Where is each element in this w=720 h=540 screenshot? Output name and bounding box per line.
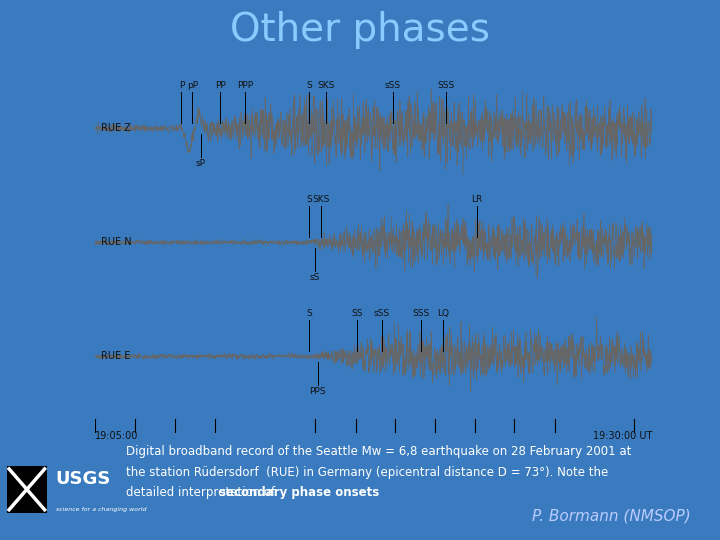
Text: Other phases: Other phases (230, 11, 490, 49)
Text: sSS: sSS (374, 309, 390, 319)
Text: S: S (307, 82, 312, 90)
Text: RUE Z: RUE Z (101, 124, 130, 133)
Text: Digital broadband record of the Seattle Mw = 6,8 earthquake on 28 February 2001 : Digital broadband record of the Seattle … (126, 446, 631, 458)
Text: SSS: SSS (437, 82, 454, 90)
Text: P: P (179, 82, 184, 90)
Text: secondary phase onsets: secondary phase onsets (220, 487, 379, 500)
Text: S: S (307, 309, 312, 319)
Text: science for a changing world: science for a changing world (56, 507, 146, 512)
Text: USGS: USGS (56, 470, 112, 488)
Text: SS: SS (351, 309, 363, 319)
Text: 19:30:00 UT: 19:30:00 UT (593, 431, 652, 441)
Text: sS: sS (310, 273, 320, 282)
Text: the station Rüdersdorf  (RUE) in Germany (epicentral distance D = 73°). Note the: the station Rüdersdorf (RUE) in Germany … (126, 466, 608, 479)
Bar (7, 467, 47, 513)
Text: P. Bormann (NMSOP): P. Bormann (NMSOP) (533, 509, 691, 524)
Text: LQ: LQ (437, 309, 449, 319)
Text: detailed interpretation of: detailed interpretation of (126, 487, 279, 500)
Text: pP: pP (187, 82, 198, 90)
Text: .: . (295, 487, 299, 500)
Text: LR: LR (471, 195, 482, 205)
Text: RUE E: RUE E (101, 352, 130, 361)
Text: SKS: SKS (318, 82, 335, 90)
Text: sP: sP (196, 159, 206, 168)
Text: sSS: sSS (385, 82, 401, 90)
Text: SSS: SSS (413, 309, 429, 319)
Text: PP: PP (215, 82, 225, 90)
Text: SKS: SKS (312, 195, 329, 205)
Text: RUE N: RUE N (101, 238, 131, 247)
Text: PPP: PPP (238, 82, 253, 90)
Text: S: S (307, 195, 312, 205)
Text: 19:05:00: 19:05:00 (95, 431, 138, 441)
Text: PPS: PPS (310, 387, 326, 396)
